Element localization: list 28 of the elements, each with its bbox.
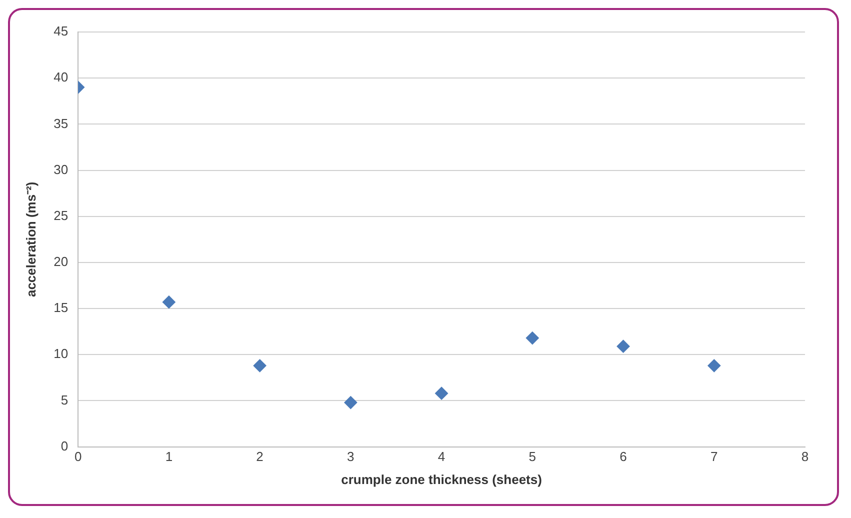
- y-tick-label: 5: [60, 392, 68, 408]
- point: [526, 332, 539, 345]
- x-axis-title: crumple zone thickness (sheets): [341, 472, 542, 487]
- x-tick-label: 1: [165, 449, 173, 464]
- point: [344, 396, 358, 410]
- x-tick-label: 2: [256, 449, 264, 464]
- y-tick-label: 45: [54, 24, 68, 39]
- y-tick-label: 10: [54, 346, 68, 362]
- point: [435, 386, 448, 400]
- x-tick-label: 6: [620, 449, 627, 464]
- point: [616, 340, 630, 353]
- x-tick-label: 8: [801, 449, 809, 464]
- y-tick-label: 0: [60, 438, 68, 454]
- point: [708, 359, 721, 372]
- y-tick-label: 20: [54, 254, 68, 270]
- y-tick-label: 15: [54, 300, 68, 316]
- y-axis-title: acceleration (ms⁻²): [23, 182, 38, 298]
- y-tick-label: 40: [54, 70, 68, 85]
- x-tick-label: 3: [347, 449, 354, 464]
- x-tick-label: 7: [710, 449, 718, 464]
- x-tick-label: 4: [438, 449, 446, 464]
- x-tick-label: 0: [74, 449, 82, 464]
- point: [162, 296, 176, 309]
- y-tick-label: 35: [54, 116, 68, 131]
- y-tick-label: 30: [54, 162, 68, 177]
- point: [253, 359, 266, 372]
- y-tick-label: 25: [54, 208, 68, 223]
- x-tick-label: 5: [528, 449, 536, 464]
